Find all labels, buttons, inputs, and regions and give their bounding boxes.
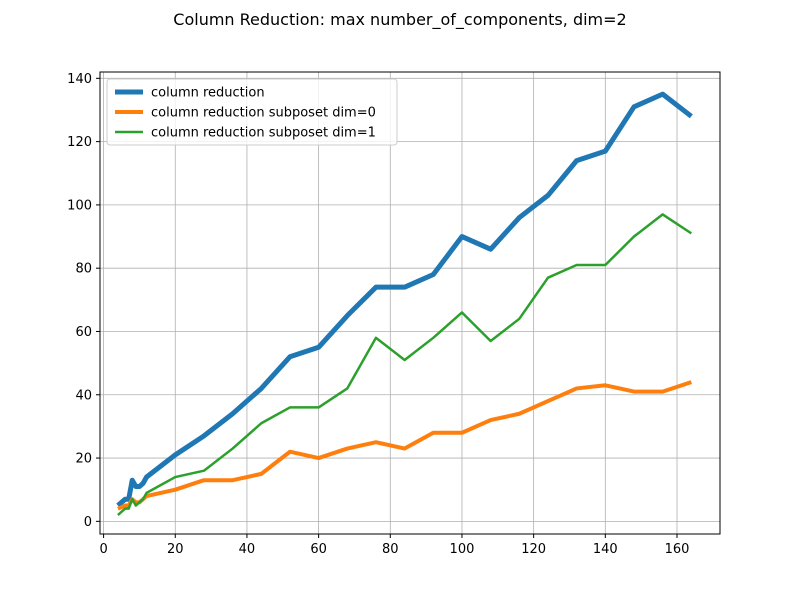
chart-title: Column Reduction: max number_of_componen…: [173, 10, 627, 29]
x-tick-label: 60: [310, 542, 327, 557]
x-tick-label: 20: [167, 542, 184, 557]
legend-label-1: column reduction: [151, 86, 265, 101]
y-tick-label: 100: [67, 198, 92, 213]
x-tick-label: 100: [450, 542, 475, 557]
series-lines: [116, 91, 693, 516]
x-tick-label: 80: [382, 542, 399, 557]
y-tick-label: 0: [84, 515, 92, 530]
grid: [100, 72, 720, 534]
y-tick-label: 120: [67, 135, 92, 150]
x-tick-label: 160: [665, 542, 690, 557]
legend-label-2: column reduction subposet dim=0: [151, 106, 376, 121]
y-tick-label: 20: [75, 452, 92, 467]
plot-frame: [99, 71, 721, 535]
y-tick-label: 40: [75, 388, 92, 403]
legend: column reduction column reduction subpose…: [106, 78, 398, 146]
x-tick-label: 40: [239, 542, 256, 557]
y-tick-label: 80: [75, 262, 92, 277]
x-tick-label: 140: [593, 542, 618, 557]
y-tick-label: 60: [75, 325, 92, 340]
series-line-1: [116, 91, 693, 508]
x-tick-label: 120: [521, 542, 546, 557]
x-tick-label: 0: [99, 542, 107, 557]
legend-box: [106, 78, 398, 146]
series-line-2: [117, 380, 692, 511]
y-tick-label: 140: [67, 72, 92, 87]
legend-label-3: column reduction subposet dim=1: [151, 126, 376, 141]
series-line-3: [117, 213, 693, 516]
axis-ticks: 0 20 40 60 80 100 120 140 160 0 20 40 60 80 100 120 140: [67, 72, 689, 557]
